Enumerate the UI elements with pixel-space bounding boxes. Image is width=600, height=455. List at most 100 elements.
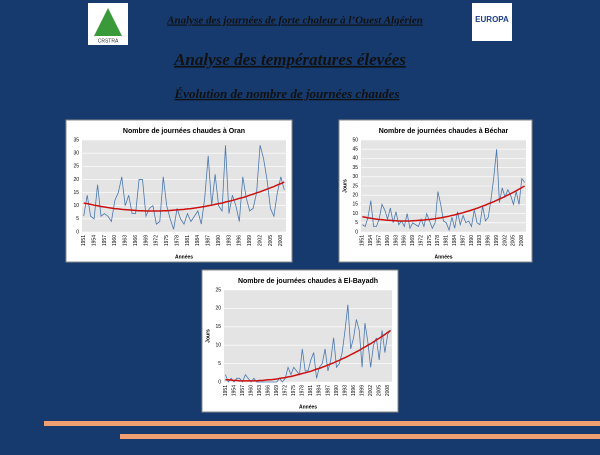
x-tick-label: 1981 <box>308 385 314 396</box>
y-tick-label: 25 <box>73 164 79 170</box>
x-tick-label: 2005 <box>268 235 274 246</box>
y-axis-label: Jours <box>342 179 348 193</box>
x-tick-label: 1954 <box>91 235 97 246</box>
y-tick-label: 30 <box>352 174 358 180</box>
series-line <box>362 149 525 232</box>
x-tick-label: 1987 <box>460 235 466 246</box>
x-tick-label: 1987 <box>206 235 212 246</box>
x-tick-label: 1972 <box>154 235 160 246</box>
x-tick-label: 1996 <box>486 235 492 246</box>
series-line <box>83 181 285 212</box>
x-tick-label: 1972 <box>283 385 289 396</box>
x-tick-label: 2008 <box>519 235 525 246</box>
x-tick-label: 1960 <box>385 235 391 246</box>
x-tick-label: 2008 <box>385 385 391 396</box>
y-tick-label: 15 <box>73 190 79 196</box>
x-tick-label: 1993 <box>477 235 483 246</box>
x-tick-label: 1957 <box>102 235 108 246</box>
x-tick-label: 1999 <box>494 235 500 246</box>
x-tick-label: 2008 <box>278 235 284 246</box>
y-tick-label: 20 <box>215 306 221 312</box>
y-tick-label: 10 <box>215 343 221 349</box>
y-tick-label: 50 <box>352 137 358 143</box>
y-tick-label: 30 <box>73 150 79 156</box>
decor-bar <box>44 421 600 426</box>
y-tick-label: 25 <box>215 287 221 293</box>
x-tick-label: 1969 <box>274 385 280 396</box>
y-tick-label: 5 <box>355 220 358 226</box>
x-tick-label: 2002 <box>502 235 508 246</box>
x-tick-label: 1972 <box>418 235 424 246</box>
series-line <box>83 145 285 230</box>
x-tick-label: 1963 <box>393 235 399 246</box>
x-tick-label: 2002 <box>257 235 263 246</box>
x-tick-label: 1951 <box>81 235 87 246</box>
x-tick-label: 1990 <box>334 385 340 396</box>
x-tick-label: 1969 <box>410 235 416 246</box>
x-tick-label: 1954 <box>368 235 374 246</box>
y-tick-label: 5 <box>218 361 221 367</box>
y-tick-label: 5 <box>76 216 79 222</box>
logo-right <box>472 3 512 41</box>
decor-bar <box>120 434 600 439</box>
x-tick-label: 1966 <box>265 385 271 396</box>
x-tick-label: 2002 <box>368 385 374 396</box>
y-tick-label: 40 <box>352 156 358 162</box>
x-tick-label: 1978 <box>174 235 180 246</box>
logo-text: EUROPA <box>475 15 509 24</box>
x-tick-label: 1963 <box>257 385 263 396</box>
chart-title: Nombre de journées chaudes à El-Bayadh <box>238 278 378 285</box>
y-tick-label: 15 <box>215 324 221 330</box>
y-tick-label: 45 <box>352 147 358 153</box>
y-tick-label: 20 <box>73 177 79 183</box>
x-tick-label: 1975 <box>164 235 170 246</box>
y-tick-label: 0 <box>218 379 221 385</box>
x-tick-label: 2005 <box>511 235 517 246</box>
x-tick-label: 1951 <box>223 385 229 396</box>
x-axis-label: Années <box>299 404 317 410</box>
x-tick-label: 1987 <box>325 385 331 396</box>
x-tick-label: 1981 <box>185 235 191 246</box>
x-tick-label: 1957 <box>240 385 246 396</box>
x-tick-label: 1978 <box>300 385 306 396</box>
y-tick-label: 0 <box>355 229 358 235</box>
logo-text: CRSTRA <box>98 38 119 44</box>
x-tick-label: 1969 <box>143 235 149 246</box>
y-axis-label: Jours <box>205 329 211 343</box>
x-tick-label: 1999 <box>359 385 365 396</box>
x-tick-label: 1975 <box>427 235 433 246</box>
series-line <box>225 329 391 382</box>
x-tick-label: 1999 <box>247 235 253 246</box>
x-axis-label: Années <box>434 254 452 260</box>
x-tick-label: 1993 <box>342 385 348 396</box>
y-tick-label: 0 <box>76 229 79 235</box>
x-axis-label: Années <box>175 254 193 260</box>
x-tick-label: 1975 <box>291 385 297 396</box>
title: Analyse des températures élevées <box>173 50 406 69</box>
x-tick-label: 1966 <box>133 235 139 246</box>
y-tick-label: 10 <box>73 203 79 209</box>
x-tick-label: 1957 <box>377 235 383 246</box>
heading: Évolution de nombre de journées chaudes <box>174 86 400 101</box>
y-tick-label: 15 <box>352 202 358 208</box>
x-tick-label: 1978 <box>435 235 441 246</box>
plot-area <box>82 140 286 232</box>
x-tick-label: 1963 <box>123 235 129 246</box>
x-tick-label: 1951 <box>360 235 366 246</box>
x-tick-label: 1954 <box>231 385 237 396</box>
x-tick-label: 1993 <box>226 235 232 246</box>
x-tick-label: 1984 <box>195 235 201 246</box>
y-tick-label: 35 <box>73 137 79 143</box>
series-line <box>362 185 525 222</box>
y-tick-label: 20 <box>352 193 358 199</box>
x-tick-label: 1960 <box>112 235 118 246</box>
x-tick-label: 1996 <box>351 385 357 396</box>
series-line <box>225 304 391 383</box>
x-tick-label: 1990 <box>216 235 222 246</box>
x-tick-label: 1990 <box>469 235 475 246</box>
chart-title: Nombre de journées chaudes à Béchar <box>379 128 509 135</box>
x-tick-label: 1984 <box>317 385 323 396</box>
y-tick-label: 35 <box>352 165 358 171</box>
subtitle: Analyse des journées de forte chaleur à … <box>166 15 423 27</box>
